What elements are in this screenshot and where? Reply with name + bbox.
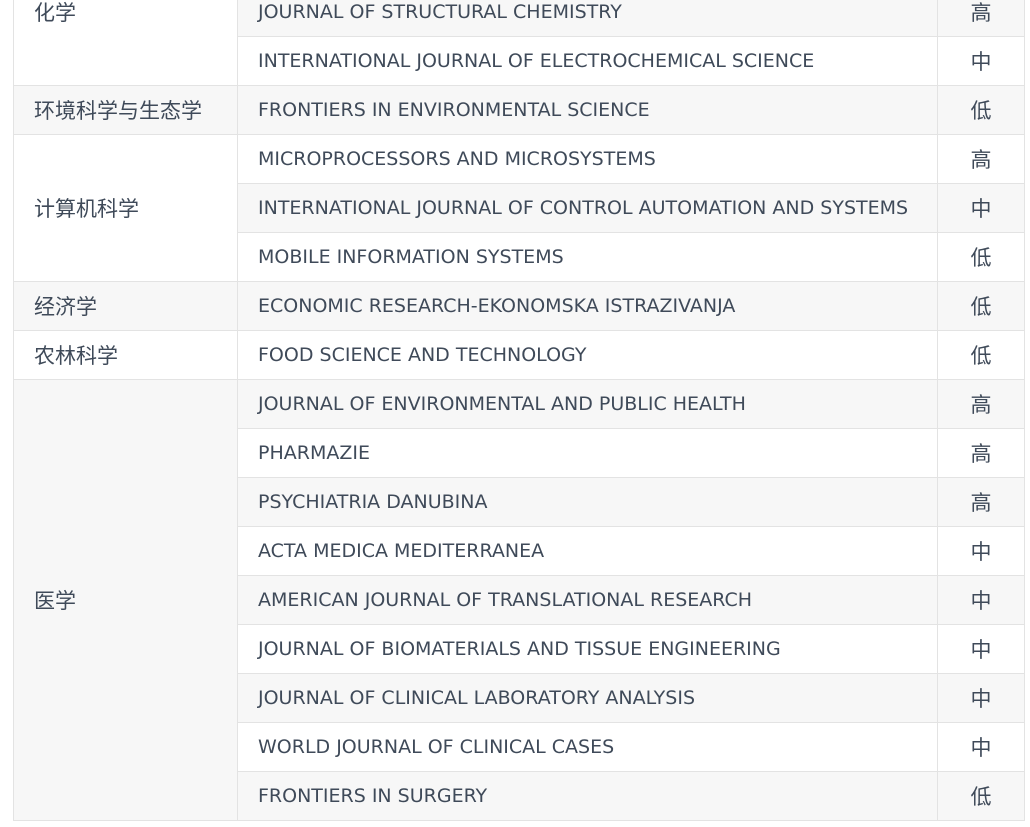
level-cell: 高 xyxy=(937,379,1025,429)
journal-cell: INTERNATIONAL JOURNAL OF CONTROL AUTOMAT… xyxy=(237,183,938,233)
level-cell: 高 xyxy=(937,0,1025,37)
level-cell: 中 xyxy=(937,526,1025,576)
level-cell: 高 xyxy=(937,477,1025,527)
journal-cell: FRONTIERS IN SURGERY xyxy=(237,771,938,821)
category-cell: 计算机科学 xyxy=(13,134,238,282)
level-cell: 低 xyxy=(937,281,1025,331)
journal-cell: JOURNAL OF ENVIRONMENTAL AND PUBLIC HEAL… xyxy=(237,379,938,429)
category-cell: 医学 xyxy=(13,379,238,821)
journal-cell: MICROPROCESSORS AND MICROSYSTEMS xyxy=(237,134,938,184)
journal-cell: JOURNAL OF BIOMATERIALS AND TISSUE ENGIN… xyxy=(237,624,938,674)
journal-cell: FRONTIERS IN ENVIRONMENTAL SCIENCE xyxy=(237,85,938,135)
level-cell: 中 xyxy=(937,722,1025,772)
level-cell: 中 xyxy=(937,673,1025,723)
journal-cell: JOURNAL OF STRUCTURAL CHEMISTRY xyxy=(237,0,938,37)
journal-cell: ACTA MEDICA MEDITERRANEA xyxy=(237,526,938,576)
level-cell: 高 xyxy=(937,428,1025,478)
category-cell: 环境科学与生态学 xyxy=(13,85,238,135)
level-cell: 低 xyxy=(937,330,1025,380)
category-cell: 农林科学 xyxy=(13,330,238,380)
level-cell: 高 xyxy=(937,134,1025,184)
level-cell: 中 xyxy=(937,575,1025,625)
level-cell: 低 xyxy=(937,771,1025,821)
journal-cell: PHARMAZIE xyxy=(237,428,938,478)
journal-cell: ECONOMIC RESEARCH-EKONOMSKA ISTRAZIVANJA xyxy=(237,281,938,331)
journal-cell: WORLD JOURNAL OF CLINICAL CASES xyxy=(237,722,938,772)
level-cell: 中 xyxy=(937,624,1025,674)
level-cell: 低 xyxy=(937,232,1025,282)
level-cell: 低 xyxy=(937,85,1025,135)
journal-cell: FOOD SCIENCE AND TECHNOLOGY xyxy=(237,330,938,380)
journal-cell: AMERICAN JOURNAL OF TRANSLATIONAL RESEAR… xyxy=(237,575,938,625)
category-cell: 经济学 xyxy=(13,281,238,331)
journal-cell: MOBILE INFORMATION SYSTEMS xyxy=(237,232,938,282)
level-cell: 中 xyxy=(937,183,1025,233)
journal-cell: PSYCHIATRIA DANUBINA xyxy=(237,477,938,527)
category-cell: 化学 xyxy=(13,0,238,86)
journal-cell: INTERNATIONAL JOURNAL OF ELECTROCHEMICAL… xyxy=(237,36,938,86)
journal-cell: JOURNAL OF CLINICAL LABORATORY ANALYSIS xyxy=(237,673,938,723)
level-cell: 中 xyxy=(937,36,1025,86)
